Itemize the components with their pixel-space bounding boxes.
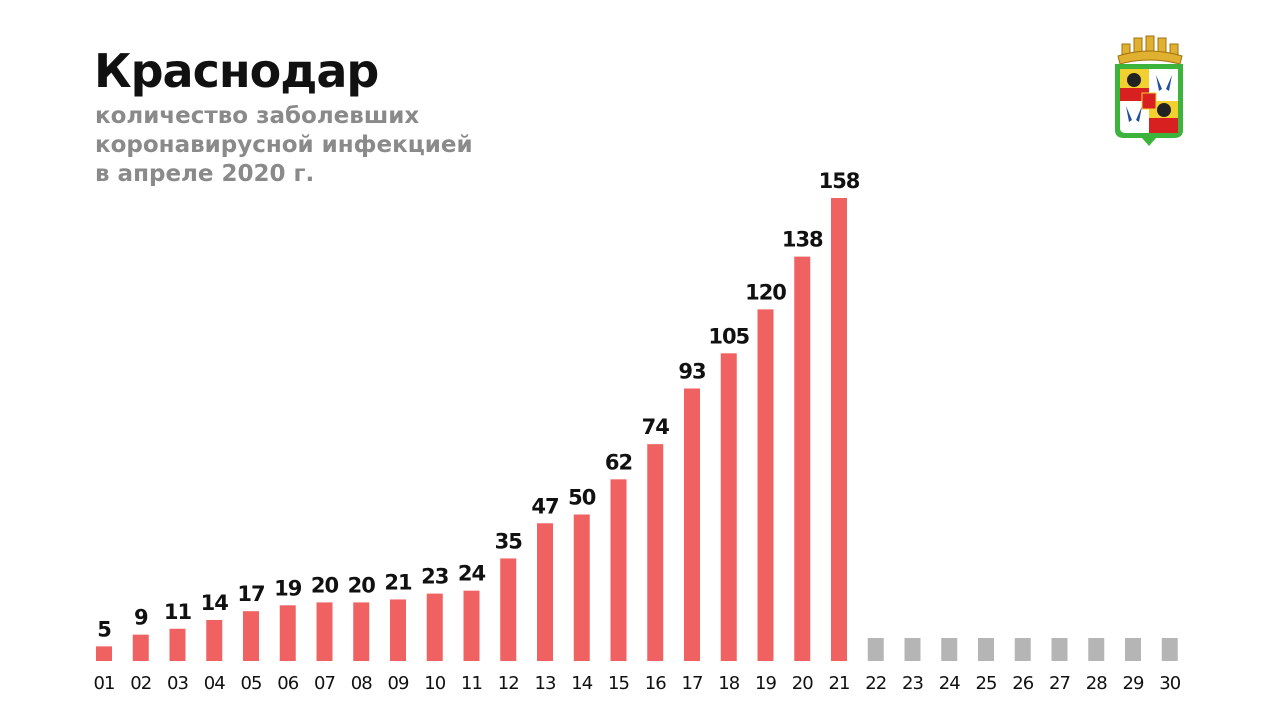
x-tick-label: 24 xyxy=(939,673,960,694)
bar xyxy=(132,634,149,661)
x-tick-label: 01 xyxy=(94,673,115,694)
bar xyxy=(390,599,406,661)
x-tick-label: 10 xyxy=(424,673,445,694)
bar xyxy=(316,602,333,661)
placeholder-bar xyxy=(1161,638,1178,661)
data-label: 105 xyxy=(708,324,749,348)
x-tick-label: 07 xyxy=(314,673,335,694)
x-tick-label: 14 xyxy=(571,673,592,694)
placeholder-bar xyxy=(1125,638,1141,661)
bar xyxy=(96,646,112,661)
data-label: 17 xyxy=(237,582,264,606)
bar xyxy=(353,602,370,661)
bar xyxy=(243,611,259,661)
page-subtitle: количество заболевших коронавирусной инф… xyxy=(95,102,575,189)
data-label: 20 xyxy=(311,573,339,597)
x-tick-label: 09 xyxy=(388,673,409,694)
page-title: Краснодар xyxy=(94,44,379,98)
bar xyxy=(720,353,737,661)
bar xyxy=(573,514,590,661)
data-label: 9 xyxy=(134,606,148,630)
bar xyxy=(757,309,774,661)
data-label: 19 xyxy=(274,576,302,600)
data-label: 50 xyxy=(568,485,596,509)
data-label: 120 xyxy=(745,280,786,304)
bar xyxy=(794,256,811,661)
placeholder-bar xyxy=(941,638,958,661)
subtitle-line: в апреле 2020 г. xyxy=(95,161,315,187)
subtitle-line: количество заболевших xyxy=(95,103,420,129)
bar xyxy=(537,523,553,661)
x-tick-label: 19 xyxy=(755,673,776,694)
x-tick-label: 16 xyxy=(645,673,666,694)
bar xyxy=(610,479,627,661)
x-tick-label: 13 xyxy=(535,673,556,694)
data-label: 11 xyxy=(164,600,192,624)
data-label: 21 xyxy=(384,570,412,594)
placeholder-bar xyxy=(1088,638,1105,661)
subtitle-line: коронавирусной инфекцией xyxy=(95,132,473,158)
data-label: 74 xyxy=(642,415,670,439)
x-tick-label: 03 xyxy=(167,673,188,694)
x-tick-label: 22 xyxy=(865,673,886,694)
x-tick-label: 21 xyxy=(829,673,850,694)
x-tick-label: 06 xyxy=(277,673,298,694)
bar xyxy=(684,388,700,661)
x-tick-label: 25 xyxy=(976,673,997,694)
placeholder-bar xyxy=(867,638,884,661)
x-tick-label: 04 xyxy=(204,673,225,694)
bar xyxy=(647,444,664,661)
bar xyxy=(206,619,223,661)
x-tick-label: 15 xyxy=(608,673,629,694)
x-tick-label: 17 xyxy=(682,673,703,694)
placeholder-bar xyxy=(904,638,921,661)
placeholder-bar xyxy=(1014,638,1031,661)
x-tick-label: 29 xyxy=(1123,673,1144,694)
data-label: 138 xyxy=(782,228,823,252)
bar xyxy=(279,605,296,661)
data-label: 23 xyxy=(421,565,448,589)
krasnodar-coat-of-arms-logo xyxy=(1115,35,1183,146)
bar xyxy=(463,590,480,661)
bar xyxy=(169,628,186,661)
data-label: 47 xyxy=(531,494,558,518)
bar xyxy=(500,558,517,661)
x-tick-label: 11 xyxy=(461,673,482,694)
placeholder-bar xyxy=(1051,638,1068,661)
x-tick-label: 20 xyxy=(792,673,813,694)
data-label: 93 xyxy=(678,359,705,383)
data-label: 20 xyxy=(348,573,376,597)
placeholder-bar xyxy=(978,638,994,661)
bar xyxy=(831,198,847,661)
x-tick-label: 02 xyxy=(130,673,151,694)
x-tick-label: 26 xyxy=(1012,673,1033,694)
x-tick-label: 18 xyxy=(718,673,739,694)
x-tick-label: 28 xyxy=(1086,673,1107,694)
x-tick-label: 23 xyxy=(902,673,923,694)
bar xyxy=(426,593,443,661)
data-label: 35 xyxy=(495,529,523,553)
data-label: 158 xyxy=(819,169,860,193)
data-label: 62 xyxy=(605,450,632,474)
x-tick-label: 30 xyxy=(1159,673,1180,694)
x-tick-label: 08 xyxy=(351,673,372,694)
x-tick-label: 05 xyxy=(241,673,262,694)
data-label: 5 xyxy=(97,617,111,641)
x-tick-label: 12 xyxy=(498,673,519,694)
x-tick-label: 27 xyxy=(1049,673,1070,694)
data-label: 14 xyxy=(201,591,229,615)
data-label: 24 xyxy=(458,562,486,586)
